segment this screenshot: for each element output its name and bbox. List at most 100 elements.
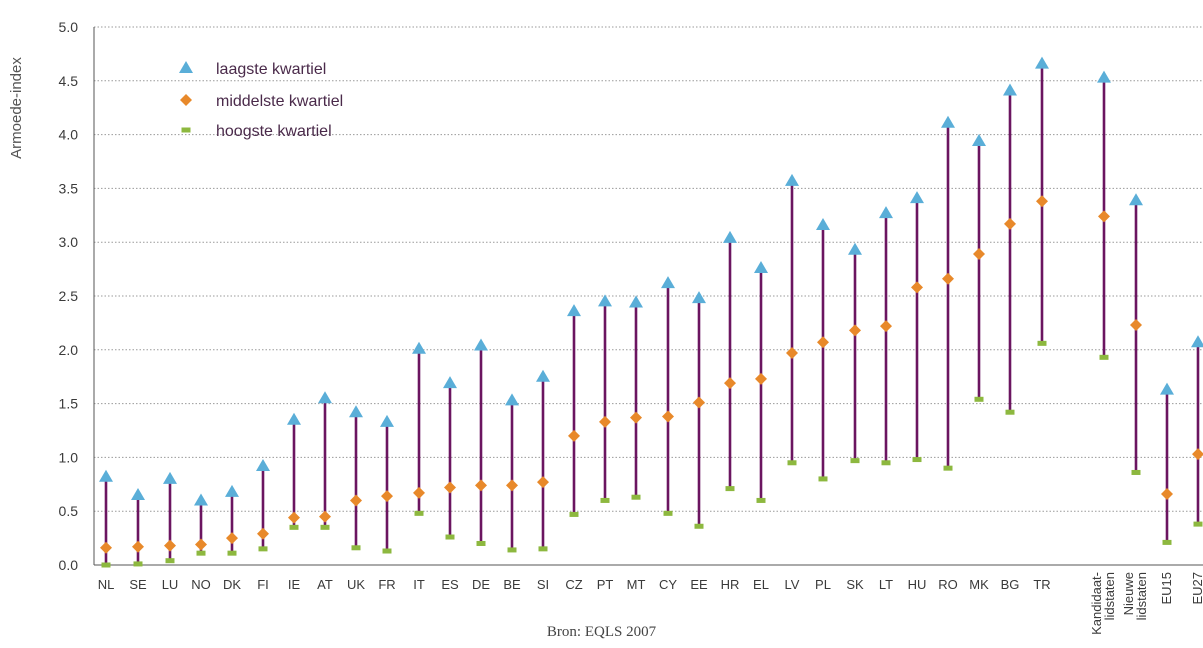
x-tick-label: EU15 xyxy=(1159,572,1174,605)
marker-laagste-kwartiel xyxy=(972,134,986,147)
y-tick-label: 3.5 xyxy=(59,180,79,196)
marker-hoogste-kwartiel xyxy=(382,548,392,554)
x-tick-label: PL xyxy=(815,577,831,592)
marker-laagste-kwartiel xyxy=(287,412,301,425)
marker-middelste-kwartiel xyxy=(568,429,580,442)
marker-laagste-kwartiel xyxy=(754,261,768,274)
axes xyxy=(93,27,1203,566)
x-tick-label: IE xyxy=(288,577,301,592)
x-tick-label: CZ xyxy=(565,577,582,592)
marker-middelste-kwartiel xyxy=(226,532,238,545)
marker-middelste-kwartiel xyxy=(164,539,176,552)
marker-laagste-kwartiel xyxy=(1160,382,1174,395)
marker-laagste-kwartiel xyxy=(1003,83,1017,96)
marker-laagste-kwartiel xyxy=(349,405,363,418)
marker-laagste-kwartiel xyxy=(318,391,332,404)
marker-laagste-kwartiel xyxy=(1035,56,1049,69)
marker-hoogste-kwartiel xyxy=(476,540,486,546)
marker-hoogste-kwartiel xyxy=(725,486,735,492)
marker-middelste-kwartiel xyxy=(195,538,207,551)
legend-diamond-icon xyxy=(180,94,192,106)
marker-middelste-kwartiel xyxy=(693,396,705,409)
x-tick-label: EL xyxy=(753,577,769,592)
marker-laagste-kwartiel xyxy=(131,488,145,501)
x-tick-label: IT xyxy=(413,577,425,592)
x-tick-label-line: Nieuwe xyxy=(1121,572,1136,615)
marker-hoogste-kwartiel xyxy=(974,396,984,402)
marker-middelste-kwartiel xyxy=(381,490,393,503)
marker-middelste-kwartiel xyxy=(880,320,892,333)
marker-hoogste-kwartiel xyxy=(258,546,268,552)
marker-hoogste-kwartiel xyxy=(943,465,953,471)
marker-laagste-kwartiel xyxy=(723,230,737,243)
x-tick-label: BE xyxy=(503,577,521,592)
x-tick-label: TR xyxy=(1033,577,1050,592)
marker-middelste-kwartiel xyxy=(1036,195,1048,208)
marker-middelste-kwartiel xyxy=(662,410,674,423)
x-tick-label: NL xyxy=(98,577,115,592)
y-tick-label: 4.0 xyxy=(59,127,79,143)
marker-hoogste-kwartiel xyxy=(694,523,704,529)
x-tick-label: LU xyxy=(162,577,179,592)
marker-hoogste-kwartiel xyxy=(1193,521,1203,527)
marker-hoogste-kwartiel xyxy=(1037,340,1047,346)
marker-hoogste-kwartiel xyxy=(663,510,673,516)
marker-middelste-kwartiel xyxy=(849,324,861,337)
marker-middelste-kwartiel xyxy=(1130,319,1142,332)
marker-hoogste-kwartiel xyxy=(600,497,610,503)
marker-laagste-kwartiel xyxy=(567,304,581,317)
marker-middelste-kwartiel xyxy=(630,411,642,424)
legend-label: middelste kwartiel xyxy=(216,93,343,110)
y-tick-label: 0.0 xyxy=(59,557,79,573)
marker-hoogste-kwartiel xyxy=(1005,409,1015,415)
marker-laagste-kwartiel xyxy=(536,369,550,382)
legend: laagste kwartiel middelste kwartiel hoogst… xyxy=(179,61,343,140)
marker-laagste-kwartiel xyxy=(380,414,394,427)
y-tick-label: 4.5 xyxy=(59,73,79,89)
marker-laagste-kwartiel xyxy=(629,295,643,308)
marker-middelste-kwartiel xyxy=(911,281,923,294)
x-tick-label-line: lidstaten xyxy=(1102,572,1117,620)
x-tick-label: BG xyxy=(1001,577,1020,592)
marker-middelste-kwartiel xyxy=(1161,487,1173,500)
marker-middelste-kwartiel xyxy=(786,347,798,360)
y-tick-label: 0.5 xyxy=(59,503,79,519)
x-axis-labels: NL SE LU NO DK FI IE AT UK FR IT ES DE BE SI CZ PT MT CY EE… xyxy=(98,572,1203,635)
x-tick-label: CY xyxy=(659,577,677,592)
x-tick-label: Kandidaat-lidstaten xyxy=(1089,572,1117,635)
marker-hoogste-kwartiel xyxy=(850,458,860,464)
legend-dash-icon xyxy=(181,127,191,133)
marker-hoogste-kwartiel xyxy=(351,545,361,551)
x-tick-label: PT xyxy=(597,577,614,592)
x-tick-label: FR xyxy=(378,577,395,592)
y-tick-label: 5.0 xyxy=(59,19,79,35)
x-tick-label: SK xyxy=(846,577,864,592)
marker-middelste-kwartiel xyxy=(475,479,487,492)
marker-laagste-kwartiel xyxy=(661,276,675,289)
x-tick-label: NO xyxy=(191,577,211,592)
marker-middelste-kwartiel xyxy=(444,481,456,494)
marker-hoogste-kwartiel xyxy=(101,562,111,568)
marker-laagste-kwartiel xyxy=(1097,70,1111,83)
marker-hoogste-kwartiel xyxy=(165,558,175,564)
marker-hoogste-kwartiel xyxy=(787,460,797,466)
marker-laagste-kwartiel xyxy=(941,115,955,128)
legend-label: hoogste kwartiel xyxy=(216,123,332,140)
marker-laagste-kwartiel xyxy=(163,471,177,484)
x-tick-label: EU27 xyxy=(1190,572,1203,605)
data-markers xyxy=(99,56,1203,568)
x-tick-label: DE xyxy=(472,577,490,592)
x-tick-label: HU xyxy=(908,577,927,592)
marker-hoogste-kwartiel xyxy=(289,524,299,530)
marker-laagste-kwartiel xyxy=(848,242,862,255)
marker-middelste-kwartiel xyxy=(724,377,736,390)
legend-label: laagste kwartiel xyxy=(216,61,326,78)
marker-middelste-kwartiel xyxy=(1098,210,1110,223)
x-tick-label: RO xyxy=(938,577,958,592)
y-tick-label: 1.5 xyxy=(59,396,79,412)
marker-hoogste-kwartiel xyxy=(196,550,206,556)
marker-middelste-kwartiel xyxy=(599,415,611,428)
range-lines xyxy=(104,63,1200,565)
marker-laagste-kwartiel xyxy=(816,217,830,230)
